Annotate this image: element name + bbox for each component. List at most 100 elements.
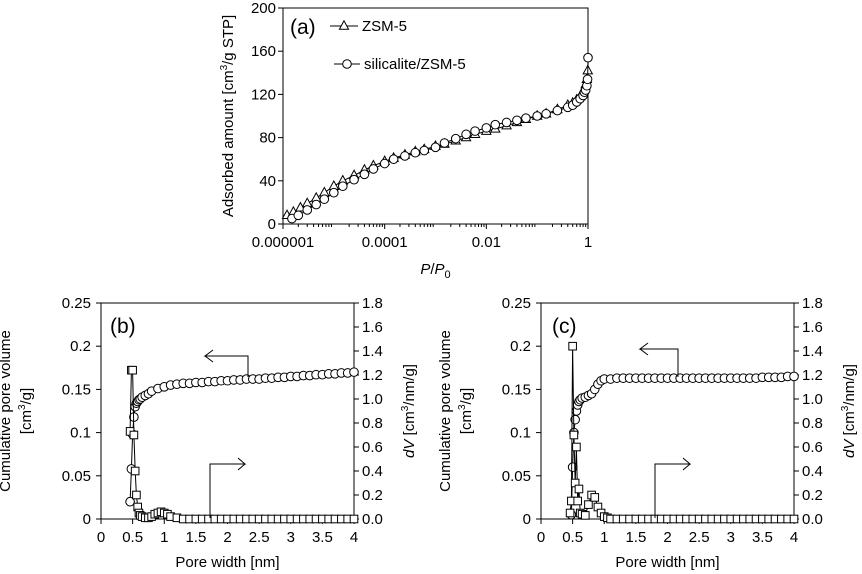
- data-point: [349, 514, 359, 524]
- data-point: [789, 371, 799, 382]
- data-point: [541, 109, 551, 119]
- y-right-tick-label: 1.2: [362, 367, 383, 384]
- x-tick-label: 2.5: [249, 529, 270, 546]
- y-left-tick-label: 0.05: [502, 468, 531, 485]
- data-point: [132, 490, 141, 500]
- y-right-tick-label: 1.0: [802, 391, 823, 408]
- data-point: [470, 126, 480, 136]
- left-axis-arrow: [638, 342, 679, 377]
- data-point: [512, 115, 522, 126]
- y-left-axis-label-line2: [cm3/g]: [457, 388, 475, 434]
- x-tick-label: 3.5: [752, 529, 773, 546]
- y-right-tick-label: 0.6: [362, 439, 383, 456]
- legend-marker: [342, 59, 352, 69]
- y-right-tick-label: 1.8: [362, 295, 383, 312]
- y-left-tick-label: 0.25: [502, 295, 531, 312]
- series-line: [570, 375, 794, 515]
- y-left-tick-label: 0.05: [62, 468, 91, 485]
- data-point: [481, 123, 492, 133]
- plot-frame: [100, 302, 355, 520]
- y-right-tick-label: 1.4: [802, 343, 823, 360]
- data-point: [572, 442, 581, 452]
- x-tick-label: 1: [600, 529, 608, 546]
- x-tick-label: 1.5: [625, 529, 646, 546]
- data-point: [329, 187, 339, 198]
- x-axis-label: Pore width [nm]: [615, 554, 719, 571]
- data-point: [379, 158, 390, 169]
- legend-label: ZSM-5: [362, 18, 407, 35]
- y-right-tick-label: 1.6: [362, 319, 383, 336]
- x-axis-label: P/P0: [420, 261, 450, 281]
- series-line: [569, 346, 794, 520]
- x-tick-label: 4: [790, 529, 798, 546]
- data-point: [580, 511, 590, 520]
- x-tick-label: 1: [584, 234, 592, 251]
- y-left-axis-label-line2: [cm3/g]: [17, 388, 35, 434]
- y-tick-label: 0: [268, 216, 276, 233]
- data-point: [501, 117, 512, 128]
- y-right-tick-label: 1.4: [362, 343, 383, 360]
- plot-frame: [282, 7, 589, 225]
- panel-label: (c): [552, 315, 577, 338]
- x-tick-label: 0.01: [472, 234, 501, 251]
- x-tick-label: 1.5: [185, 529, 206, 546]
- data-point: [532, 111, 542, 121]
- data-point: [293, 210, 304, 221]
- right-axis-arrow: [209, 457, 247, 518]
- y-right-tick-label: 0.0: [802, 511, 823, 528]
- x-tick-label: 0.5: [562, 529, 583, 546]
- y-left-tick-label: 0.25: [62, 295, 91, 312]
- x-tick-label: 2: [223, 529, 231, 546]
- chart-panel-c: 0 0.5 1 1.5 2 2.5 3 3.5 4 0 0.05 0.1 0.15 0.2 0.25 0.0 0…: [437, 295, 858, 571]
- chart-panel-b: 0 0.5 1 1.5 2 2.5 3 3.5 4 0 0.05 0.1 0.15 0.2 0.25 0.0 0…: [0, 295, 418, 571]
- data-point: [490, 119, 501, 130]
- y-left-axis-label-line1: Cumulative pore volume: [437, 330, 454, 492]
- legend-marker: [338, 19, 350, 30]
- legend-label: silicalite/ZSM-5: [364, 56, 466, 73]
- data-point: [430, 142, 441, 153]
- y-right-tick-label: 0.0: [362, 511, 383, 528]
- y-right-tick-label: 0.8: [362, 415, 383, 432]
- y-left-tick-label: 0.15: [502, 381, 531, 398]
- x-tick-label: 0.000001: [252, 234, 315, 251]
- data-point: [590, 493, 600, 502]
- data-point: [125, 496, 135, 507]
- panel-label: (a): [290, 16, 316, 39]
- y-tick-label: 200: [251, 0, 276, 17]
- y-left-tick-label: 0.1: [70, 425, 91, 442]
- y-axis-label: Adsorbed amount [cm3/g STP]: [219, 15, 237, 217]
- data-point: [789, 514, 799, 524]
- data-point: [521, 113, 531, 123]
- data-point: [349, 367, 359, 377]
- data-point: [128, 365, 137, 375]
- x-tick-label: 3: [287, 529, 295, 546]
- y-left-axis-label-line1: Cumulative pore volume: [0, 330, 14, 492]
- right-axis-arrow: [654, 457, 692, 518]
- data-point: [573, 496, 582, 506]
- y-left-tick-label: 0: [523, 511, 531, 528]
- chart-panel-a: 0 40 80 120 160 200 0.000001 0.0001 0.01 1 P/P0 Ads…: [219, 0, 594, 281]
- data-point: [583, 52, 593, 63]
- x-tick-label: 3.5: [312, 529, 333, 546]
- data-point: [349, 174, 359, 185]
- y-right-tick-label: 1.2: [802, 367, 823, 384]
- x-tick-label: 2.5: [689, 529, 710, 546]
- y-left-tick-label: 0: [83, 511, 91, 528]
- data-point: [368, 164, 379, 174]
- data-point: [568, 341, 577, 351]
- y-right-tick-label: 1.6: [802, 319, 823, 336]
- x-tick-label: 0: [97, 529, 105, 546]
- y-right-tick-label: 1.8: [802, 295, 823, 312]
- data-point: [439, 138, 450, 148]
- data-point: [129, 430, 139, 440]
- series-line: [129, 369, 354, 520]
- y-right-tick-label: 0.4: [802, 463, 823, 480]
- y-right-tick-label: 0.8: [802, 415, 823, 432]
- data-point: [565, 508, 575, 518]
- y-tick-label: 40: [259, 173, 276, 190]
- y-tick-label: 160: [251, 43, 276, 60]
- x-tick-label: 0: [537, 529, 545, 546]
- data-point: [311, 199, 322, 210]
- y-left-tick-label: 0.2: [510, 338, 531, 355]
- y-right-tick-label: 0.6: [802, 439, 823, 456]
